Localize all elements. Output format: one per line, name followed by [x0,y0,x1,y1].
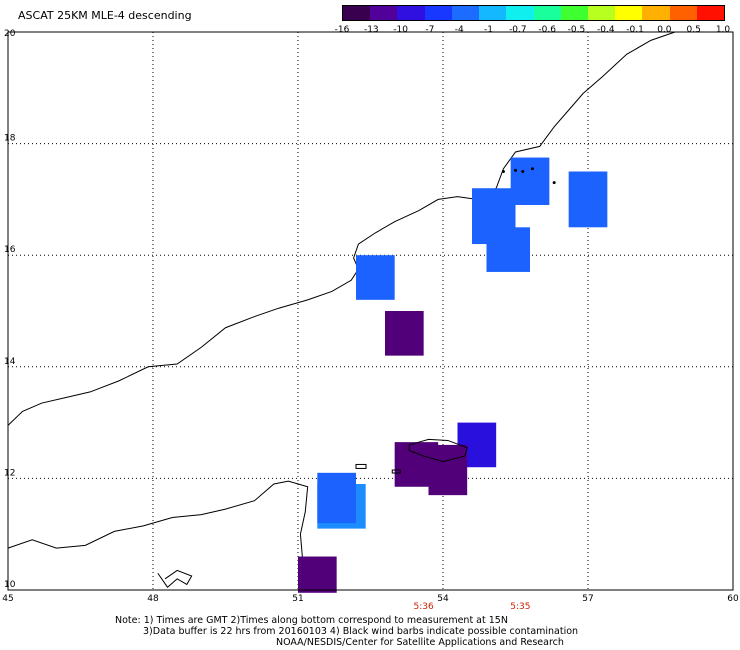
islet [521,170,525,173]
colorbar-tick-label: -0.5 [567,25,586,35]
wind-cell [568,171,608,228]
wind-cell [510,157,550,205]
colorbar-swatch [397,6,425,20]
wind-cell [298,556,337,593]
islet [514,168,517,172]
wind-cell [317,472,356,524]
y-tick-label: 16 [4,245,16,255]
islet [501,170,505,173]
colorbar-swatch [669,6,697,20]
colorbar-swatch [370,6,398,20]
wind-cell [428,444,468,496]
small-island [391,469,401,474]
colorbar-swatch [506,6,534,20]
colorbar-tick-label: -0.6 [538,25,556,35]
socotra-island [408,438,468,463]
colorbar-tick-label: 1.0 [715,25,731,35]
axis-tick-labels: 45 48 51 54 57 60 20 18 16 14 12 10 5:36 5:35 [2,29,739,612]
colorbar-tick-label: 0.5 [686,25,701,35]
colorbar-swatch [642,6,670,20]
y-tick-label: 20 [4,29,16,39]
y-tick-label: 10 [4,580,16,590]
colorbar-tick-label: -16 [334,25,350,35]
colorbar-tick-label: -0.7 [509,25,527,35]
map-title: ASCAT 25KM MLE-4 descending [18,9,192,22]
x-tick-label: 60 [727,594,739,604]
islands [157,167,556,588]
small-island [355,463,367,469]
colorbar-swatch [615,6,643,20]
reef-outline [157,569,193,588]
y-tick-label: 18 [4,134,16,144]
somali-coastline [7,480,309,591]
pass-time-label: 5:35 [510,602,530,612]
colorbar-swatch [343,6,371,20]
colorbar-ticks: -16 -13 -10 -7 -4 -1 -0.7 -0.6 -0.5 -0.4 -0.1 0.0 0.… [335,25,731,37]
colorbar-tick-label: -0.1 [626,25,644,35]
plot-frame [7,31,734,591]
colorbar-swatch [560,6,588,20]
note-line-2: 3)Data buffer is 22 hrs from 20160103 4)… [143,626,579,637]
colorbar-tick-label: -7 [425,25,435,35]
wind-cell [356,255,395,300]
colorbar-tick-label: 0.0 [657,25,672,35]
colorbar-tick-label: -13 [363,25,379,35]
colorbar [342,5,725,21]
map-plot: 45 48 51 54 57 60 20 18 16 14 12 10 5:36 5:35 [2,29,739,612]
lat-lon-grid [8,32,733,590]
note-line-3: NOAA/NESDIS/Center for Satellite Applica… [276,637,564,648]
wind-cell [486,227,530,272]
x-tick-label: 57 [582,594,593,604]
x-tick-label: 45 [2,594,13,604]
colorbar-swatch [587,6,616,20]
colorbar-tick-label: -1 [484,25,494,35]
islet [530,167,534,171]
pass-time-label: 5:36 [414,602,434,612]
note-line-1: Note: 1) Times are GMT 2)Times along bot… [115,615,508,626]
arabian-coastline [7,31,676,426]
wind-cell [385,311,424,356]
coastline [7,31,676,591]
colorbar-tick-label: -10 [393,25,408,35]
colorbar-swatch [696,6,725,20]
colorbar-swatch [533,6,561,20]
colorbar-swatch [479,6,507,20]
colorbar-swatch [451,6,480,20]
y-tick-label: 14 [4,357,16,367]
colorbar-tick-label: -0.4 [596,25,615,35]
colorbar-swatch [424,6,452,20]
y-tick-label: 12 [4,468,15,478]
colorbar-tick-label: -4 [454,25,464,35]
islet [552,181,556,185]
wind-cells [298,157,608,593]
x-tick-label: 51 [292,594,303,604]
x-tick-label: 54 [437,594,449,604]
plot-border [7,31,734,591]
x-tick-label: 48 [147,594,159,604]
